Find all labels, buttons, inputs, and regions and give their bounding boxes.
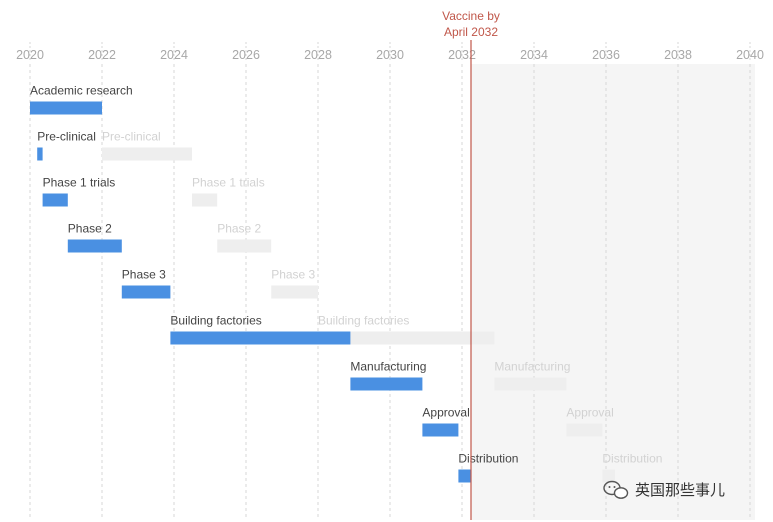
vaccine-bar-phase-3	[121, 285, 171, 299]
marker-label-line-2: April 2032	[444, 25, 498, 39]
ghost-bar-distribution	[602, 469, 615, 483]
vaccine-bar-manufacturing	[350, 377, 423, 391]
ghost-label-phase-2: Phase 2	[217, 222, 261, 236]
vaccine-bar-pre-clinical	[37, 147, 43, 161]
vaccine-label-distribution: Distribution	[458, 452, 518, 466]
ghost-bar-manufacturing	[494, 377, 567, 391]
ghost-label-distribution: Distribution	[602, 452, 662, 466]
ghost-bar-phase-3	[271, 285, 318, 299]
wechat-icon	[603, 480, 629, 499]
vaccine-label-academic-research: Academic research	[30, 84, 133, 98]
tick-label-2022: 2022	[88, 48, 116, 62]
vaccine-bar-building-factories	[170, 331, 351, 345]
tick-label-2028: 2028	[304, 48, 332, 62]
ghost-bar-phase-1-trials	[192, 193, 218, 207]
vaccine-label-building-factories: Building factories	[170, 314, 261, 328]
ghost-bar-phase-2	[217, 239, 272, 253]
tick-label-2030: 2030	[376, 48, 404, 62]
ghost-label-phase-3: Phase 3	[271, 268, 315, 282]
marker-label-line-1: Vaccine by	[442, 9, 500, 23]
vaccine-label-manufacturing: Manufacturing	[350, 360, 426, 374]
ghost-bar-approval	[566, 423, 603, 437]
vaccine-series: Academic research Pre-clinical Phase 1 tri…	[30, 84, 518, 483]
tick-label-2024: 2024	[160, 48, 188, 62]
tick-label-2026: 2026	[232, 48, 260, 62]
vaccine-label-phase-2: Phase 2	[68, 222, 112, 236]
vaccine-bar-distribution	[458, 469, 471, 483]
x-axis-ticks: 2020 2022 2024 2026 2028 2030 2032 2034 2036 2038…	[16, 48, 764, 62]
ghost-series: Pre-clinical Phase 1 trials Phase 2 Phase 3…	[102, 130, 662, 483]
tick-label-2038: 2038	[664, 48, 692, 62]
post-marker-shade	[471, 64, 755, 520]
vaccine-label-approval: Approval	[422, 406, 469, 420]
vaccine-marker: Vaccine by April 2032	[442, 9, 500, 520]
ghost-label-manufacturing: Manufacturing	[494, 360, 570, 374]
ghost-bar-pre-clinical	[102, 147, 192, 161]
vaccine-label-phase-3: Phase 3	[122, 268, 166, 282]
watermark-text: 英国那些事儿	[635, 481, 725, 499]
tick-label-2020: 2020	[16, 48, 44, 62]
tick-label-2034: 2034	[520, 48, 548, 62]
tick-label-2036: 2036	[592, 48, 620, 62]
vaccine-bar-phase-1-trials	[42, 193, 68, 207]
vaccine-bar-approval	[422, 423, 459, 437]
ghost-label-approval: Approval	[566, 406, 613, 420]
ghost-bar-building-factories	[318, 331, 495, 345]
post-marker-region	[471, 64, 755, 520]
ghost-label-pre-clinical: Pre-clinical	[102, 130, 161, 144]
vaccine-label-phase-1-trials: Phase 1 trials	[43, 176, 116, 190]
vaccine-bar-phase-2	[67, 239, 122, 253]
ghost-label-building-factories: Building factories	[318, 314, 409, 328]
vaccine-bar-academic-research	[30, 101, 102, 115]
watermark: 英国那些事儿	[603, 480, 725, 499]
vaccine-label-pre-clinical: Pre-clinical	[37, 130, 96, 144]
tick-label-2032: 2032	[448, 48, 476, 62]
tick-label-2040: 2040	[736, 48, 764, 62]
ghost-label-phase-1-trials: Phase 1 trials	[192, 176, 265, 190]
